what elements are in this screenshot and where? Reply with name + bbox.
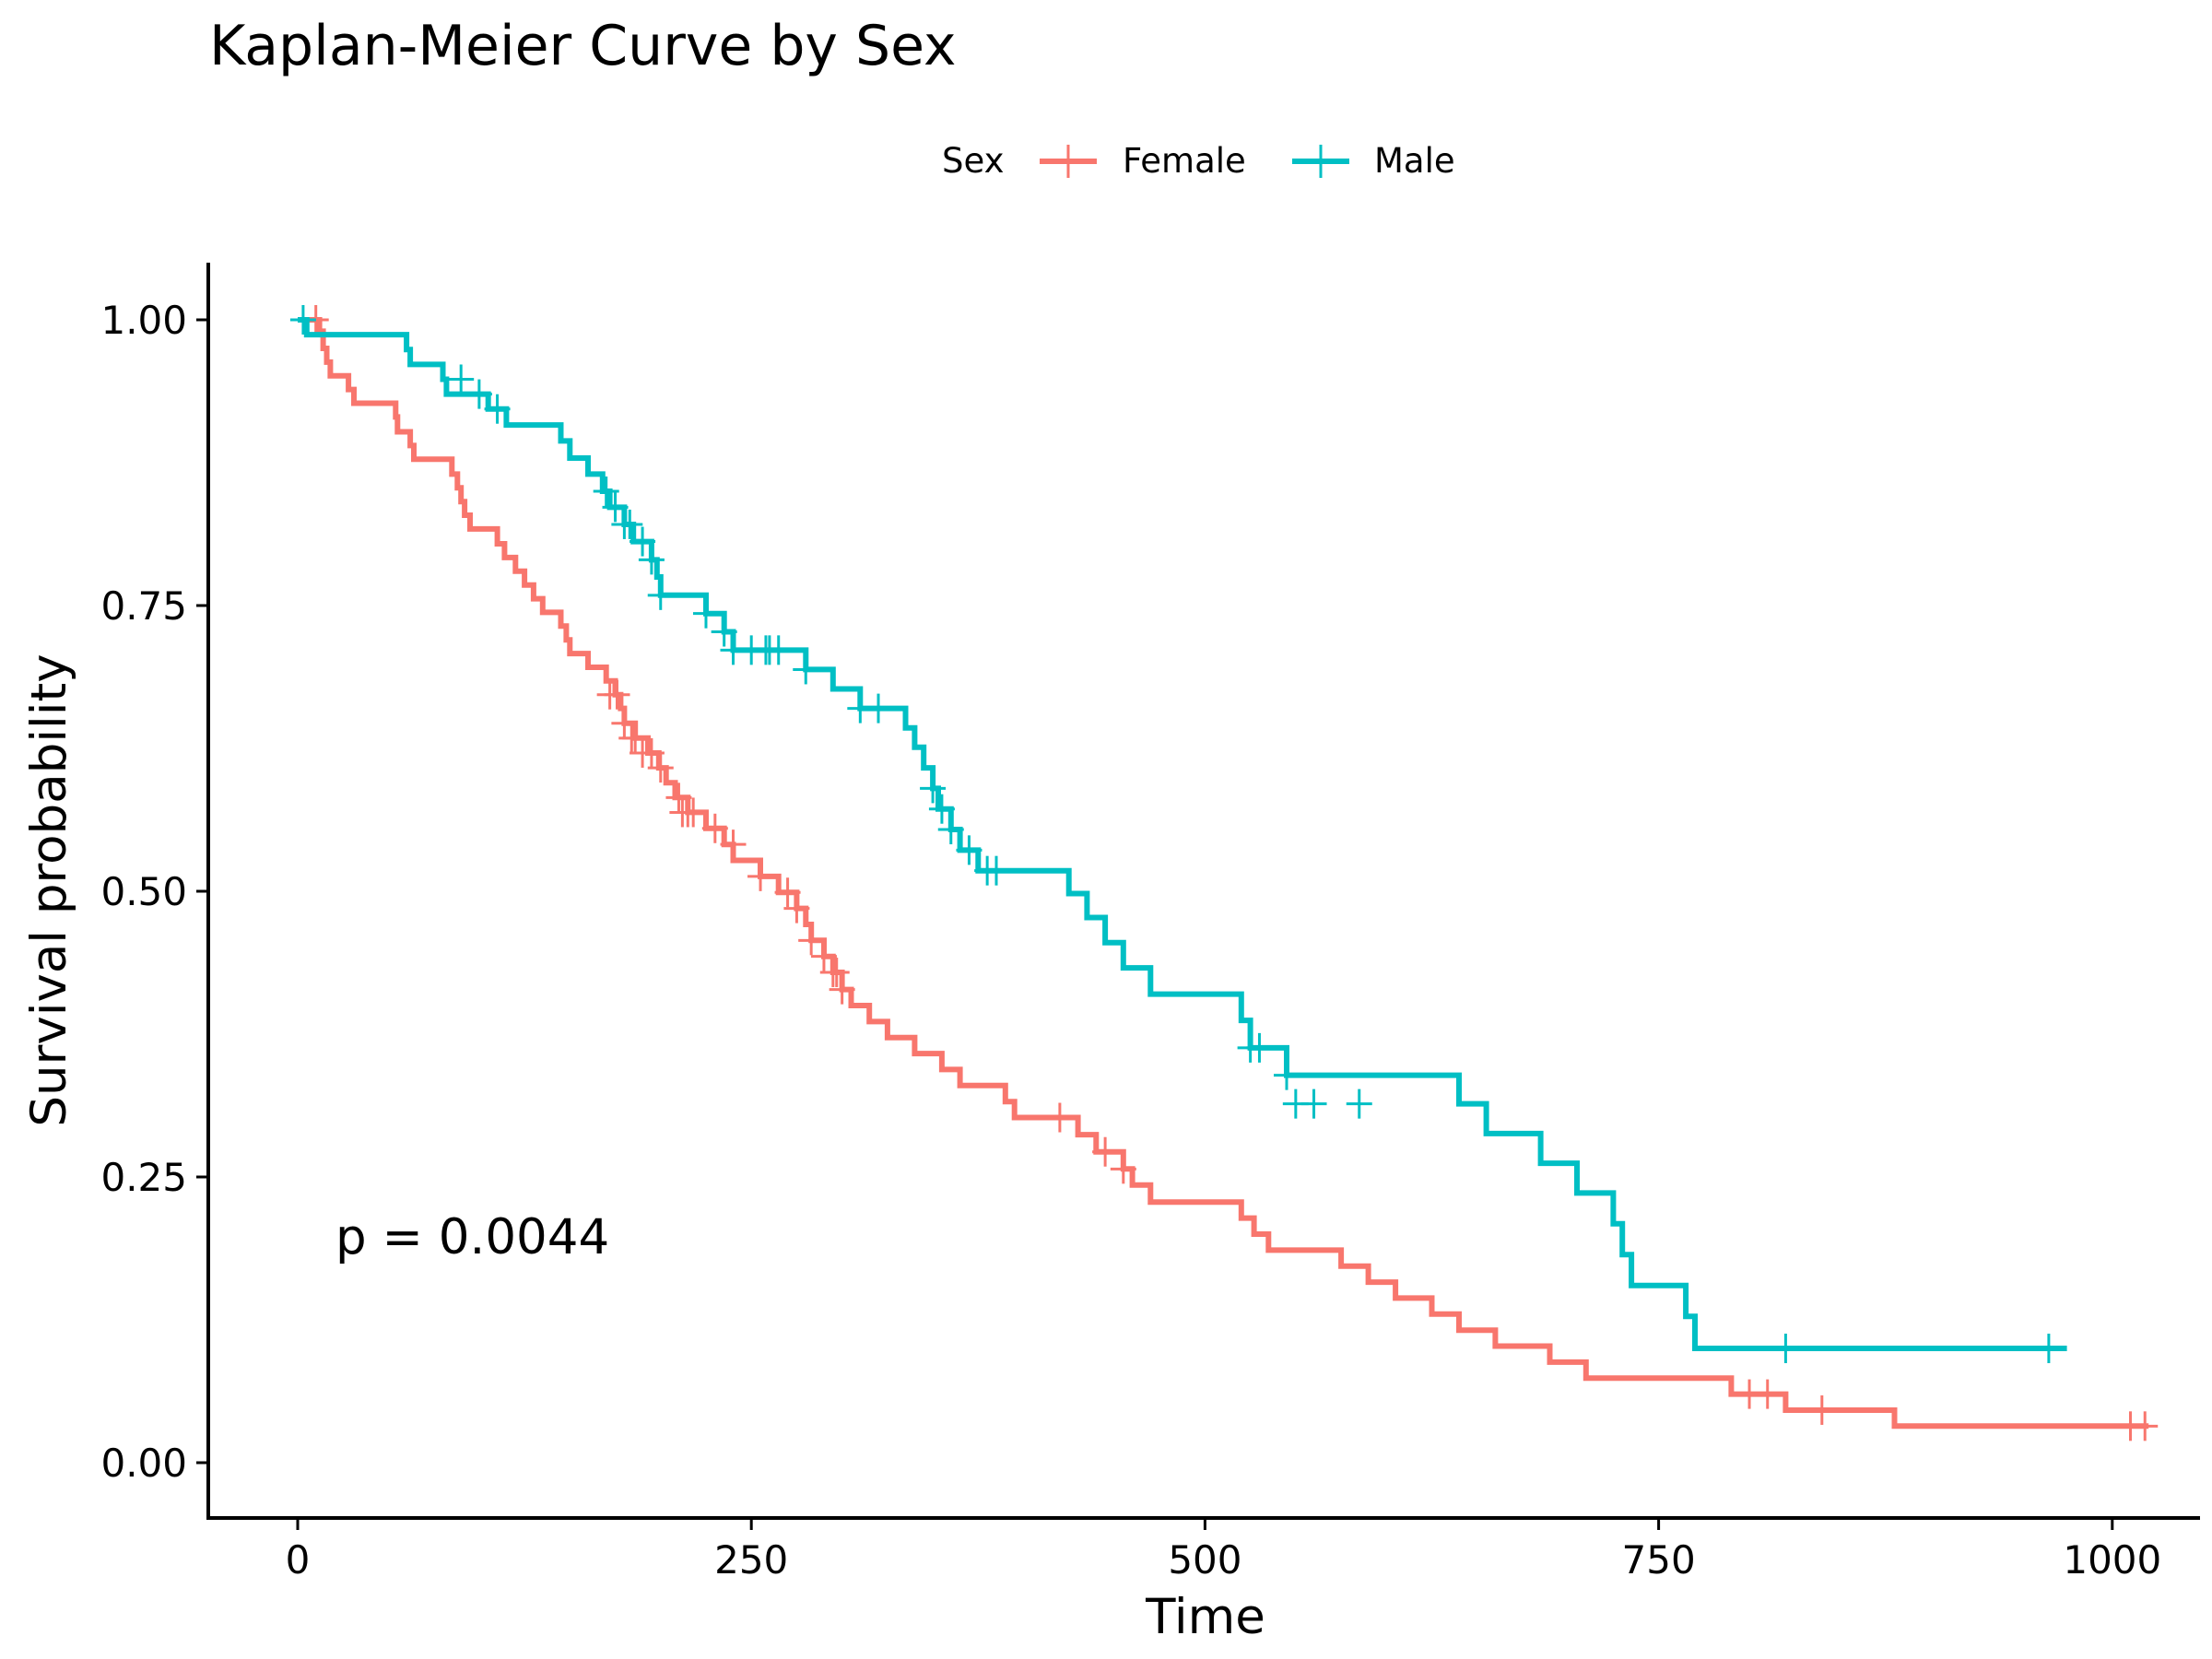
legend-label-male: Male xyxy=(1374,141,1455,181)
censor-mark-male xyxy=(617,509,643,539)
survival-curve-male xyxy=(298,317,2067,1351)
censor-mark-male xyxy=(1273,1060,1300,1090)
censor-mark-male xyxy=(629,526,656,557)
censor-mark-male xyxy=(982,855,1009,886)
censor-mark-male xyxy=(2035,1334,2062,1363)
censor-mark-female xyxy=(823,958,850,988)
censor-mark-male xyxy=(956,835,982,865)
y-axis-title: Survival probability xyxy=(21,653,77,1126)
censor-mark-female xyxy=(622,723,649,753)
censor-mark-male xyxy=(1772,1334,1799,1363)
censor-mark-female xyxy=(604,679,630,710)
x-tick-label: 250 xyxy=(714,1537,788,1583)
legend: Sex Female Male xyxy=(942,141,1455,181)
censor-mark-female xyxy=(638,737,665,768)
survival-curve-female xyxy=(298,317,2149,1430)
y-axis-ticks: 0.00 0.25 0.50 0.75 1.00 xyxy=(100,298,208,1486)
censor-mark-female xyxy=(701,813,728,843)
censor-mark-male xyxy=(765,635,792,665)
censor-mark-male xyxy=(448,364,475,394)
censor-mark-male xyxy=(920,773,947,804)
censor-mark-male xyxy=(647,580,674,610)
censor-mark-female xyxy=(647,753,674,783)
censor-mark-male xyxy=(937,815,964,845)
censor-mark-male xyxy=(928,794,955,824)
censor-mark-male xyxy=(602,492,629,523)
censor-mark-female xyxy=(829,974,855,1005)
censor-mark-male xyxy=(865,693,892,724)
x-axis-title: Time xyxy=(1145,1589,1265,1645)
x-tick-label: 0 xyxy=(286,1537,311,1583)
censor-mark-male xyxy=(1246,1032,1273,1063)
censor-mark-female xyxy=(611,708,638,738)
x-tick-label: 500 xyxy=(1168,1537,1241,1583)
censor-mark-male xyxy=(289,305,316,335)
censor-mark-female xyxy=(1754,1379,1781,1409)
chart-title: Kaplan-Meier Curve by Sex xyxy=(209,14,956,78)
y-tick-label: 1.00 xyxy=(100,298,187,343)
censor-mark-female xyxy=(774,877,801,908)
censor-mark-male xyxy=(593,477,619,506)
y-tick-label: 0.50 xyxy=(100,869,187,914)
censor-mark-male xyxy=(465,379,492,409)
censor-mark-female xyxy=(798,925,825,956)
censor-mark-female xyxy=(2132,1411,2159,1441)
censor-mark-female xyxy=(720,830,747,860)
x-axis-ticks: 0 250 500 750 1000 xyxy=(286,1518,2161,1583)
censor-mark-male xyxy=(638,545,665,575)
censor-mark-female xyxy=(1808,1394,1835,1425)
censor-mark-female xyxy=(1092,1136,1119,1167)
censor-mark-female xyxy=(680,797,707,828)
censor-mark-male xyxy=(484,394,511,424)
censor-mark-female xyxy=(810,941,837,971)
censor-mark-female xyxy=(1110,1154,1136,1184)
legend-title: Sex xyxy=(942,141,1005,181)
censor-mark-female xyxy=(1046,1102,1073,1133)
censor-mark-male xyxy=(692,598,719,629)
x-tick-label: 1000 xyxy=(2063,1537,2161,1583)
censor-mark-female xyxy=(783,893,810,924)
y-tick-label: 0.25 xyxy=(100,1155,187,1200)
censor-mark-male xyxy=(1300,1088,1327,1119)
censor-mark-male xyxy=(711,617,737,647)
p-value-annotation: p = 0.0044 xyxy=(335,1209,609,1265)
censor-mark-male xyxy=(1346,1088,1372,1119)
y-tick-label: 0.75 xyxy=(100,583,187,629)
legend-label-female: Female xyxy=(1123,141,1246,181)
censor-mark-male xyxy=(793,654,819,685)
x-tick-label: 750 xyxy=(1622,1537,1696,1583)
plot-area xyxy=(289,305,2159,1441)
legend-key-female xyxy=(1040,145,1097,178)
y-tick-label: 0.00 xyxy=(100,1441,187,1486)
censor-mark-female xyxy=(665,782,692,813)
legend-key-male xyxy=(1292,145,1349,178)
censor-mark-female xyxy=(747,861,774,891)
